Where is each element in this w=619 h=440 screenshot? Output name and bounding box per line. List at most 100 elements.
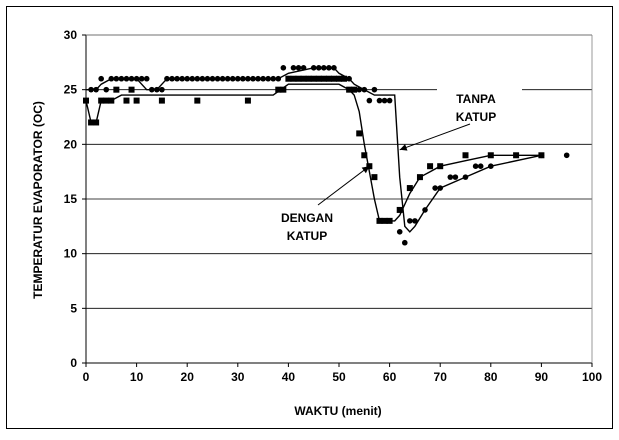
series-1-point-67 (447, 174, 454, 180)
series-1-point-47 (326, 65, 332, 71)
series-1-point-6 (118, 75, 125, 82)
series-1-point-55 (366, 97, 373, 104)
series-1-point-20 (189, 75, 196, 82)
y-tick-label-2: 10 (64, 247, 78, 261)
annotation-1-backdrop (262, 203, 352, 248)
series-1-point-66 (437, 185, 444, 191)
series-0-point-14 (280, 86, 287, 93)
series-0-point-42 (487, 152, 494, 159)
series-1-point-45 (315, 65, 322, 71)
series-0-point-7 (123, 97, 130, 104)
x-tick-label-5: 50 (332, 370, 346, 384)
x-tick-label-1: 10 (130, 370, 144, 384)
plot-layer (83, 65, 570, 246)
series-1-point-22 (199, 75, 206, 82)
series-1-point-62 (407, 218, 413, 224)
annotation-0-line-0: TANPA (456, 92, 496, 106)
series-1-point-36 (270, 75, 277, 82)
series-1-point-50 (341, 75, 347, 82)
series-1-point-8 (128, 75, 135, 82)
series-0-point-21 (315, 75, 322, 82)
series-1-point-26 (219, 75, 226, 82)
series-1-point-48 (331, 65, 337, 71)
series-1-point-2 (98, 75, 104, 82)
series-1-point-53 (356, 86, 363, 93)
series-1-point-33 (255, 75, 261, 82)
series-0-point-39 (427, 163, 434, 170)
series-1-point-71 (477, 163, 484, 169)
annotation-1-arrowhead (361, 166, 370, 174)
series-1-point-39 (285, 75, 292, 82)
series-1-point-25 (214, 75, 221, 82)
annotation-0-arrow (399, 123, 471, 151)
series-0-point-22 (320, 75, 327, 82)
series-1-point-5 (113, 75, 120, 82)
series-1-point-32 (250, 75, 256, 82)
series-1-point-16 (169, 75, 175, 82)
series-1-point-51 (346, 75, 352, 82)
series-0-point-33 (376, 217, 383, 224)
series-0-point-36 (396, 206, 403, 213)
series-1-point-52 (351, 86, 357, 93)
series-1-point-72 (488, 163, 494, 169)
series-0-point-1 (88, 119, 95, 126)
series-1-point-68 (452, 174, 459, 180)
x-tick-label-7: 70 (434, 370, 448, 384)
y-tick-label-4: 20 (64, 137, 78, 151)
series-1-point-7 (123, 75, 130, 82)
series-1-point-58 (381, 97, 388, 104)
annotation-1-line-0: DENGAN (281, 211, 333, 225)
series-1-point-19 (184, 75, 190, 82)
series-0-point-20 (310, 75, 317, 82)
series-1-point-42 (300, 65, 307, 71)
series-1-point-64 (422, 207, 428, 213)
annotation-0-backdrop (437, 82, 522, 126)
annotation-layer: TANPA KATUP DENGAN KATUP (262, 82, 522, 248)
series-1-point-13 (154, 86, 160, 93)
annotation-0-line-1: KATUP (456, 110, 496, 124)
series-0-point-10 (158, 97, 165, 104)
series-0-point-4 (103, 97, 110, 104)
series-0-point-40 (437, 163, 444, 170)
y-tick-label-6: 30 (64, 28, 78, 42)
series-0-point-16 (290, 75, 297, 82)
series-1-point-30 (240, 75, 246, 82)
x-tick-label-9: 90 (535, 370, 549, 384)
series-1-point-14 (159, 86, 165, 93)
series-1-point-74 (563, 152, 570, 159)
series-1-point-15 (164, 75, 170, 82)
series-1-point-37 (275, 75, 282, 82)
series-1-point-12 (148, 86, 155, 93)
series-1-point-34 (260, 75, 266, 82)
series-0-point-27 (346, 86, 353, 93)
series-1-point-4 (108, 75, 115, 82)
series-0-point-13 (275, 86, 282, 93)
series-1-point-28 (229, 75, 236, 82)
annotation-1-arrow (317, 165, 370, 206)
series-0-point-23 (325, 75, 332, 82)
series-0-point-11 (194, 97, 201, 104)
series-0-point-30 (361, 152, 368, 159)
series-1-point-31 (245, 75, 251, 82)
x-axis-label: WAKTU (menit) (294, 404, 381, 418)
series-1-point-61 (401, 239, 408, 246)
y-tick-label-5: 25 (64, 83, 78, 97)
series-0-point-18 (300, 75, 307, 82)
series-1-point-56 (371, 86, 378, 93)
series-0-point-12 (244, 97, 251, 104)
series-0-trend-line (85, 83, 542, 222)
series-1-point-60 (396, 229, 403, 235)
series-1-point-18 (179, 75, 185, 82)
y-tick-label-0: 0 (70, 356, 77, 370)
series-0-point-43 (513, 152, 520, 159)
series-1-point-70 (472, 163, 479, 169)
series-1-point-27 (224, 75, 231, 82)
annotation-0-arrowhead (399, 144, 408, 151)
series-1-point-0 (88, 86, 94, 93)
series-1-point-69 (462, 174, 469, 180)
series-0-point-24 (330, 75, 337, 82)
x-tick-label-4: 40 (282, 370, 296, 384)
series-1-point-43 (305, 75, 312, 82)
series-0-point-32 (371, 174, 378, 181)
